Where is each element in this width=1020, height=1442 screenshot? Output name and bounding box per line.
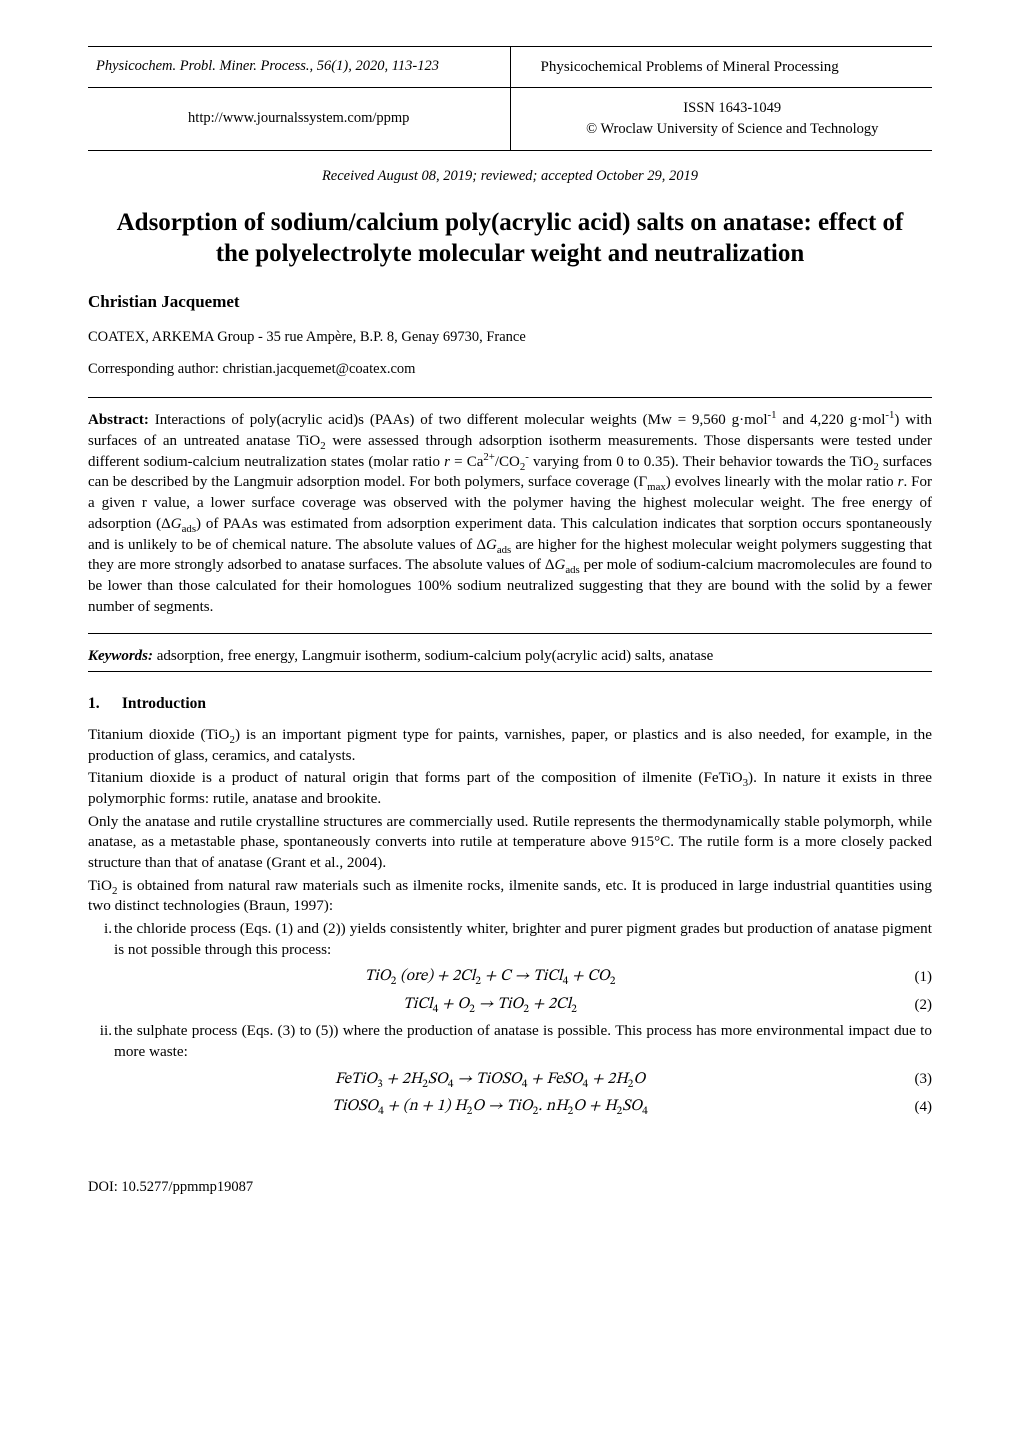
journal-name: Physicochemical Problems of Mineral Proc… — [510, 47, 932, 88]
article-title: Adsorption of sodium/calcium poly(acryli… — [98, 207, 922, 270]
journal-header-table: Physicochem. Probl. Miner. Process., 56(… — [88, 46, 932, 151]
abstract-label: Abstract: — [88, 412, 149, 428]
author-name: Christian Jacquemet — [88, 291, 932, 314]
equation-4-row: TiOSO4 + (n + 1) H2O → TiO2. nH2O + H2SO… — [88, 1096, 932, 1118]
keywords-label: Keywords: — [88, 648, 153, 664]
intro-para-1: Titanium dioxide (TiO2) is an important … — [88, 725, 932, 766]
equation-1-row: TiO2 (ore) + 2Cl2 + C → TiCl4 + CO2 (1) — [88, 966, 932, 988]
equation-2-row: TiCl4 + O2 → TiO2 + 2Cl2 (2) — [88, 994, 932, 1016]
journal-url[interactable]: http://www.journalssystem.com/ppmp — [188, 110, 409, 126]
list-item-chloride: the chloride process (Eqs. (1) and (2)) … — [114, 919, 932, 960]
process-list: the chloride process (Eqs. (1) and (2)) … — [88, 919, 932, 960]
intro-para-4: TiO2 is obtained from natural raw materi… — [88, 876, 932, 917]
intro-para-3: Only the anatase and rutile crystalline … — [88, 812, 932, 874]
equation-4: TiOSO4 + (n + 1) H2O → TiO2. nH2O + H2SO… — [88, 1096, 892, 1118]
equation-3-number: (3) — [892, 1069, 932, 1089]
section-1-number: 1. — [88, 694, 118, 715]
abstract-bottom-rule — [88, 633, 932, 634]
journal-citation: Physicochem. Probl. Miner. Process., 56(… — [88, 47, 510, 88]
intro-para-2: Titanium dioxide is a product of natural… — [88, 768, 932, 809]
journal-issn: ISSN 1643-1049 — [683, 100, 781, 116]
abstract-block: Abstract: Interactions of poly(acrylic a… — [88, 410, 932, 617]
equation-2: TiCl4 + O2 → TiO2 + 2Cl2 — [88, 994, 892, 1016]
keywords-bottom-rule — [88, 671, 932, 672]
process-list-2: the sulphate process (Eqs. (3) to (5)) w… — [88, 1021, 932, 1062]
section-1-heading: 1. Introduction — [88, 694, 932, 715]
affiliation: COATEX, ARKEMA Group - 35 rue Ampère, B.… — [88, 328, 932, 348]
keywords-block: Keywords: adsorption, free energy, Langm… — [88, 646, 932, 667]
corresponding-author: Corresponding author: christian.jacqueme… — [88, 360, 932, 380]
abstract-text: Interactions of poly(acrylic acid)s (PAA… — [88, 412, 932, 614]
doi-line: DOI: 10.5277/ppmmp19087 — [88, 1178, 932, 1198]
equation-3-row: FeTiO3 + 2H2SO4 → TiOSO4 + FeSO4 + 2H2O … — [88, 1069, 932, 1091]
received-line: Received August 08, 2019; reviewed; acce… — [88, 167, 932, 187]
keywords-text: adsorption, free energy, Langmuir isothe… — [157, 648, 713, 664]
equation-2-number: (2) — [892, 995, 932, 1015]
abstract-top-rule — [88, 397, 932, 398]
equation-4-number: (4) — [892, 1097, 932, 1117]
list-item-sulphate: the sulphate process (Eqs. (3) to (5)) w… — [114, 1021, 932, 1062]
equation-1-number: (1) — [892, 967, 932, 987]
equation-3: FeTiO3 + 2H2SO4 → TiOSO4 + FeSO4 + 2H2O — [88, 1069, 892, 1091]
journal-copyright: © Wroclaw University of Science and Tech… — [586, 121, 878, 137]
equation-1: TiO2 (ore) + 2Cl2 + C → TiCl4 + CO2 — [88, 966, 892, 988]
section-1-title: Introduction — [122, 695, 206, 712]
